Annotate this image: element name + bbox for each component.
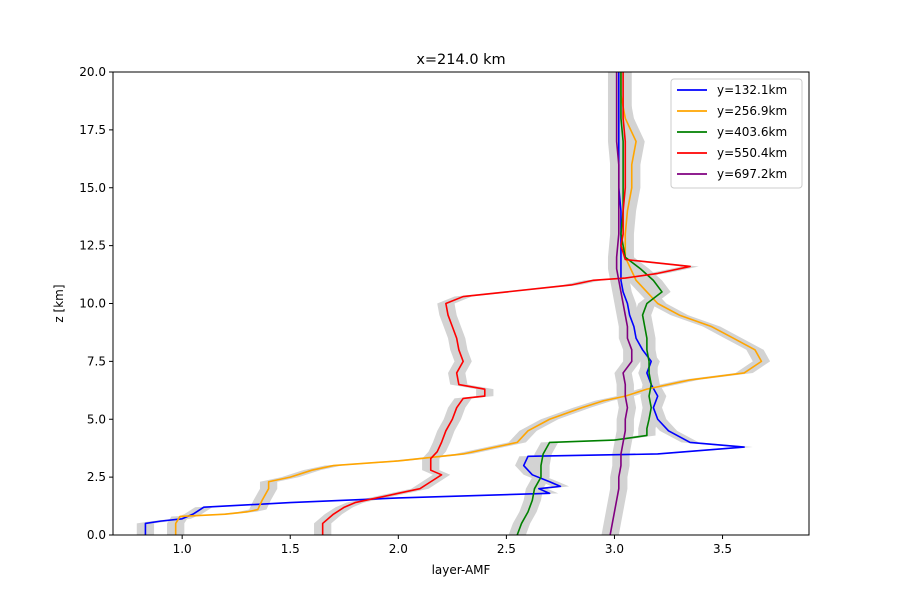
y-tick-label: 12.5	[79, 239, 106, 253]
x-tick-label: 2.5	[497, 542, 516, 556]
y-tick-label: 20.0	[79, 65, 106, 79]
series-lines	[144, 72, 763, 536]
y-axis-ticks: 0.0 2.5 5.0 7.5 10.0 12.5 15.0 17.5 20.0	[79, 65, 113, 542]
y-tick-label: 2.5	[87, 470, 106, 484]
y-axis-label: z [km]	[52, 284, 66, 322]
y-tick-label: 7.5	[87, 354, 106, 368]
y-tick-label: 17.5	[79, 123, 106, 137]
y-tick-label: 15.0	[79, 181, 106, 195]
y-tick-label: 5.0	[87, 412, 106, 426]
x-tick-label: 3.5	[713, 542, 732, 556]
legend-items: y=132.1km y=256.9km y=403.6km y=550.4km y=69…	[677, 83, 787, 181]
legend-entry: y=403.6km	[717, 125, 787, 139]
y-tick-label: 0.0	[87, 528, 106, 542]
legend-box	[670, 78, 803, 189]
x-axis-label: layer-AMF	[432, 563, 491, 577]
y-tick-label: 10.0	[79, 297, 106, 311]
x-tick-label: 3.0	[605, 542, 624, 556]
x-tick-label: 2.0	[389, 542, 408, 556]
x-tick-label: 1.0	[173, 542, 192, 556]
legend-entry: y=550.4km	[717, 146, 787, 160]
x-axis-ticks: 1.0 1.5 2.0 2.5 3.0 3.5	[173, 535, 732, 556]
chart-title: x=214.0 km	[416, 52, 505, 68]
legend: y=132.1km y=256.9km y=403.6km y=550.4km y=69…	[670, 78, 803, 189]
legend-entry: y=132.1km	[717, 83, 787, 97]
legend-entry: y=697.2km	[717, 167, 787, 181]
x-tick-label: 1.5	[281, 542, 300, 556]
uncertainty-band-5	[601, 72, 641, 535]
plot-area: 1.0 1.5 2.0 2.5 3.0 3.5 0.0 2.5 5.0 7.5 10.0 12.5 1…	[79, 65, 810, 556]
legend-entry: y=256.9km	[717, 104, 787, 118]
series-line-4	[321, 72, 691, 535]
uncertainty-bands	[136, 72, 771, 535]
series-line-5	[609, 72, 633, 536]
